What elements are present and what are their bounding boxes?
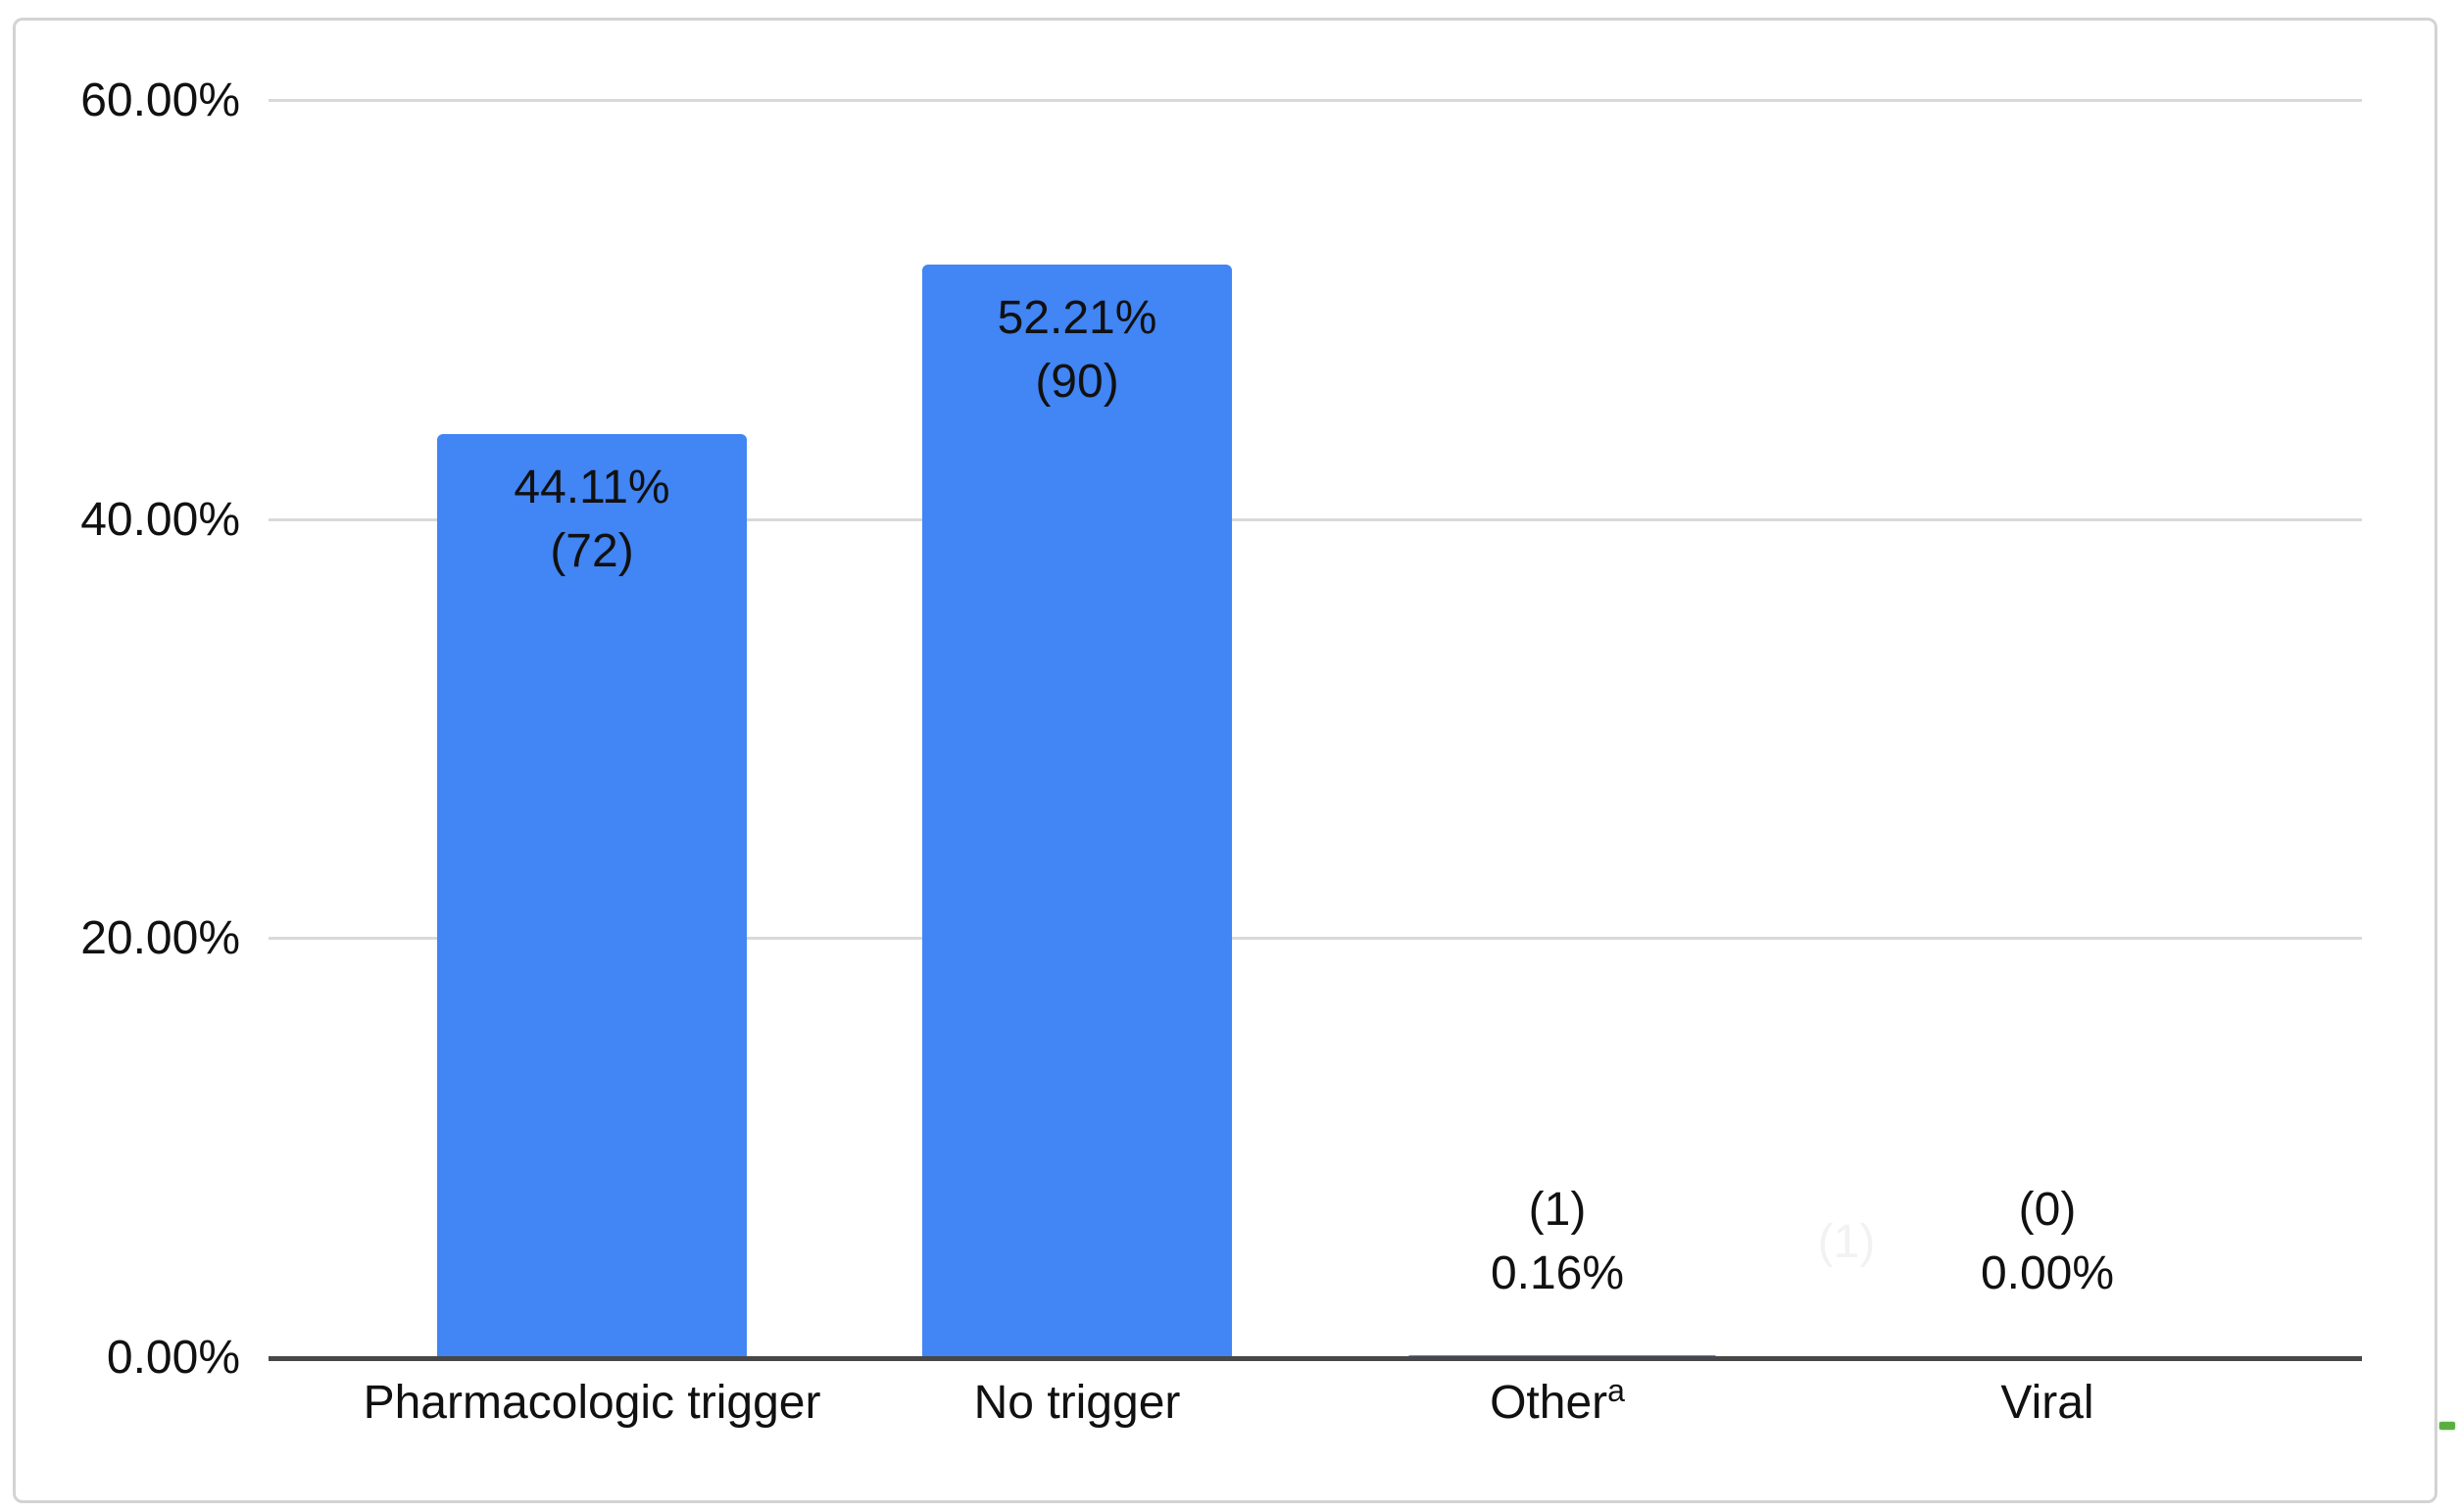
category-label-no-trigger: No trigger [783,1371,1371,1436]
percent-label: 0.00% [1980,1247,2115,1299]
category-label-viral: Viral [1753,1371,2341,1436]
category-text: No trigger [973,1377,1181,1429]
category-label-other: Othera [1263,1371,1851,1436]
ghost-count-label: (1) [1817,1216,1876,1268]
y-tick-20: 20.00% [80,912,240,964]
bar-pharmacologic-trigger [437,434,747,1358]
value-label-pharmacologic-trigger: 44.11% (72) [435,456,749,583]
count-label: (90) [1035,356,1119,408]
bar-no-trigger [922,265,1232,1358]
category-text: Other [1490,1377,1608,1429]
count-label: (1) [1528,1184,1587,1236]
gridline-60 [269,99,2362,102]
gridline-20 [269,937,2362,940]
x-axis-line [269,1356,2362,1361]
category-text: Pharmacologic trigger [363,1377,821,1429]
y-tick-0: 0.00% [106,1332,240,1384]
count-label: (72) [550,525,634,577]
y-tick-40: 40.00% [80,494,240,546]
category-superscript: a [1607,1373,1625,1408]
percent-label: 52.21% [997,292,1157,344]
value-label-no-trigger: 52.21% (90) [920,286,1234,414]
category-label-pharmacologic-trigger: Pharmacologic trigger [298,1371,886,1436]
percent-label: 0.16% [1490,1247,1625,1299]
value-label-viral: (0) 0.00% [1891,1178,2204,1305]
gridline-40 [269,518,2362,521]
category-text: Viral [2000,1377,2094,1429]
count-label: (0) [2018,1184,2077,1236]
resize-handle[interactable] [2439,1422,2455,1430]
percent-label: 44.11% [514,462,670,513]
value-label-other: (1) 0.16% [1401,1178,1714,1305]
y-tick-60: 60.00% [80,74,240,126]
